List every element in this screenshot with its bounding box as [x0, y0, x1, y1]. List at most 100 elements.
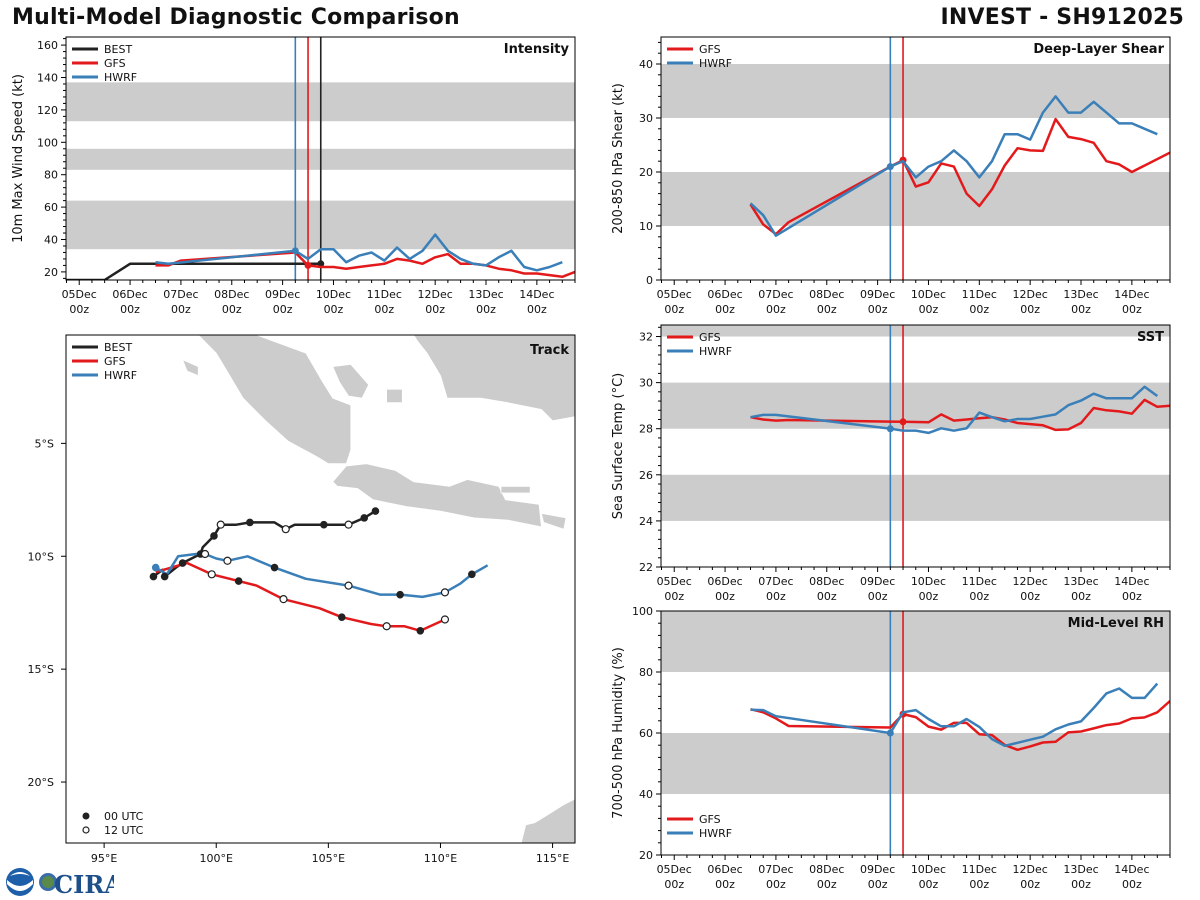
x-tick-label: 00z — [664, 303, 684, 316]
x-tick-label: 00z — [766, 878, 786, 891]
map-area — [149, 335, 575, 843]
y-tick-label: 26 — [639, 469, 653, 482]
x-tick-label: 12Dec — [1013, 575, 1048, 588]
land-madura — [500, 485, 531, 494]
legend-label-gfs: GFS — [104, 57, 126, 70]
track-marker-00utc — [149, 572, 158, 581]
track-marker-00utc — [270, 563, 279, 572]
x-tick-label: 14Dec — [1114, 288, 1149, 301]
y-axis-label: Sea Surface Temp (°C) — [611, 373, 626, 520]
track-marker-00utc — [360, 514, 369, 522]
panel-sst: 22 24 26 28 30 32 05Dec 00z 06Dec 00z 07Dec 00z 08De… — [611, 324, 1171, 603]
track-marker-12utc — [223, 556, 232, 565]
x-tick-label: 06Dec — [707, 288, 742, 301]
track-marker-12utc — [281, 525, 290, 534]
track-marker-00utc — [210, 532, 218, 540]
track-marker-00utc — [234, 577, 243, 585]
y-tick-label: 10°S — [28, 550, 54, 563]
panel-title: Deep-Layer Shear — [1033, 42, 1164, 57]
track-marker-12utc — [279, 595, 288, 604]
x-tick-label: 00z — [425, 303, 445, 316]
plot-frame — [65, 334, 576, 844]
y-tick-label: 100 — [632, 605, 653, 618]
panel-title: Track — [530, 343, 569, 358]
x-tick-label: 05Dec — [657, 288, 692, 301]
legend-label-hwrf: HWRF — [104, 369, 137, 382]
storm-id: INVEST - SH912025 — [940, 5, 1184, 30]
x-tick-label: 08Dec — [809, 575, 844, 588]
x-tick-label: 00z — [868, 878, 888, 891]
series-line-hwrf — [749, 95, 1158, 237]
y-tick-label: 160 — [37, 39, 58, 52]
track-marker-00utc — [246, 518, 254, 527]
panel-track: 95°E 100°E 105°E 110°E 115°E 5°S 10°S 15°S 20°S T… — [28, 334, 576, 865]
x-tick-label: 06Dec — [112, 288, 147, 301]
track-marker-12utc — [200, 549, 210, 559]
x-tick-label: 00z — [868, 590, 888, 603]
legend-label-utc: 12 UTC — [104, 824, 144, 837]
plot-area — [661, 37, 1170, 280]
plot-frame — [660, 324, 1171, 568]
track-marker-00utc — [320, 520, 328, 529]
series-line-hwrf — [750, 385, 1159, 435]
y-tick-label: 22 — [639, 561, 653, 574]
x-tick-label: 14Dec — [1114, 575, 1149, 588]
init-marker-hwrf — [291, 247, 299, 255]
x-tick-label: 00z — [817, 303, 837, 316]
init-marker-gfs — [899, 418, 907, 426]
x-tick-label: 09Dec — [860, 863, 895, 876]
x-tick-label: 00z — [969, 590, 989, 603]
x-tick-label: 07Dec — [758, 863, 793, 876]
track-marker-12utc — [207, 570, 216, 579]
y-tick-label: 120 — [37, 104, 58, 117]
track-marker-12utc — [382, 622, 391, 631]
legend-label-utc: 00 UTC — [104, 810, 144, 823]
y-tick-label: 60 — [639, 727, 653, 740]
x-tick-label: 00z — [69, 303, 89, 316]
panel-intensity: 20 40 60 80 100 120 140 160 05Dec 00z 06Dec 00z 07De… — [11, 36, 576, 316]
panel-title: SST — [1137, 330, 1164, 345]
x-tick-label: 00z — [527, 303, 547, 316]
panel-shear: 0 10 20 30 40 05Dec 00z 06Dec 00z 07Dec 00z 08Dec 00… — [611, 36, 1171, 316]
noaa-logo-icon — [6, 868, 34, 896]
x-tick-label: 08Dec — [214, 288, 249, 301]
x-tick-label: 11Dec — [962, 288, 997, 301]
x-tick-label: 00z — [919, 590, 939, 603]
track-marker-00utc — [371, 507, 380, 515]
x-tick-label: 00z — [1020, 590, 1040, 603]
land-bangka — [332, 363, 370, 399]
threshold-band — [661, 325, 1170, 337]
x-tick-label: 05Dec — [657, 575, 692, 588]
y-tick-label: 80 — [639, 666, 653, 679]
x-tick-label: 00z — [969, 303, 989, 316]
cira-logo-icon: CIRA — [39, 870, 114, 898]
legend-label-gfs: GFS — [699, 43, 721, 56]
figure-title: Multi-Model Diagnostic Comparison — [12, 5, 460, 30]
x-tick-label: 09Dec — [860, 575, 895, 588]
legend-label-gfs: GFS — [699, 331, 721, 344]
x-tick-label: 12Dec — [1013, 288, 1048, 301]
land-sumatra — [182, 335, 352, 465]
y-tick-label: 20°S — [28, 776, 54, 789]
x-tick-label: 00z — [1020, 303, 1040, 316]
x-tick-label: 10Dec — [911, 575, 946, 588]
x-tick-label: 00z — [715, 303, 735, 316]
track-marker-12utc — [440, 588, 450, 597]
threshold-band — [661, 474, 1170, 521]
track-init-marker — [151, 563, 160, 572]
y-tick-label: 32 — [639, 331, 653, 344]
x-tick-label: 00z — [476, 303, 496, 316]
x-tick-label: 13Dec — [1063, 575, 1098, 588]
land-borneo — [413, 335, 575, 422]
x-tick-label: 00z — [868, 303, 888, 316]
x-tick-label: 09Dec — [265, 288, 300, 301]
legend-label-best: BEST — [104, 43, 132, 56]
y-tick-label: 30 — [639, 112, 653, 125]
threshold-band — [661, 611, 1170, 672]
series-line-hwrf — [750, 682, 1159, 748]
legend-label-hwrf: HWRF — [104, 71, 137, 84]
track-marker-00utc — [178, 559, 187, 567]
x-tick-label: 00z — [715, 878, 735, 891]
threshold-band — [661, 733, 1170, 794]
track-marker-00utc — [396, 590, 404, 599]
